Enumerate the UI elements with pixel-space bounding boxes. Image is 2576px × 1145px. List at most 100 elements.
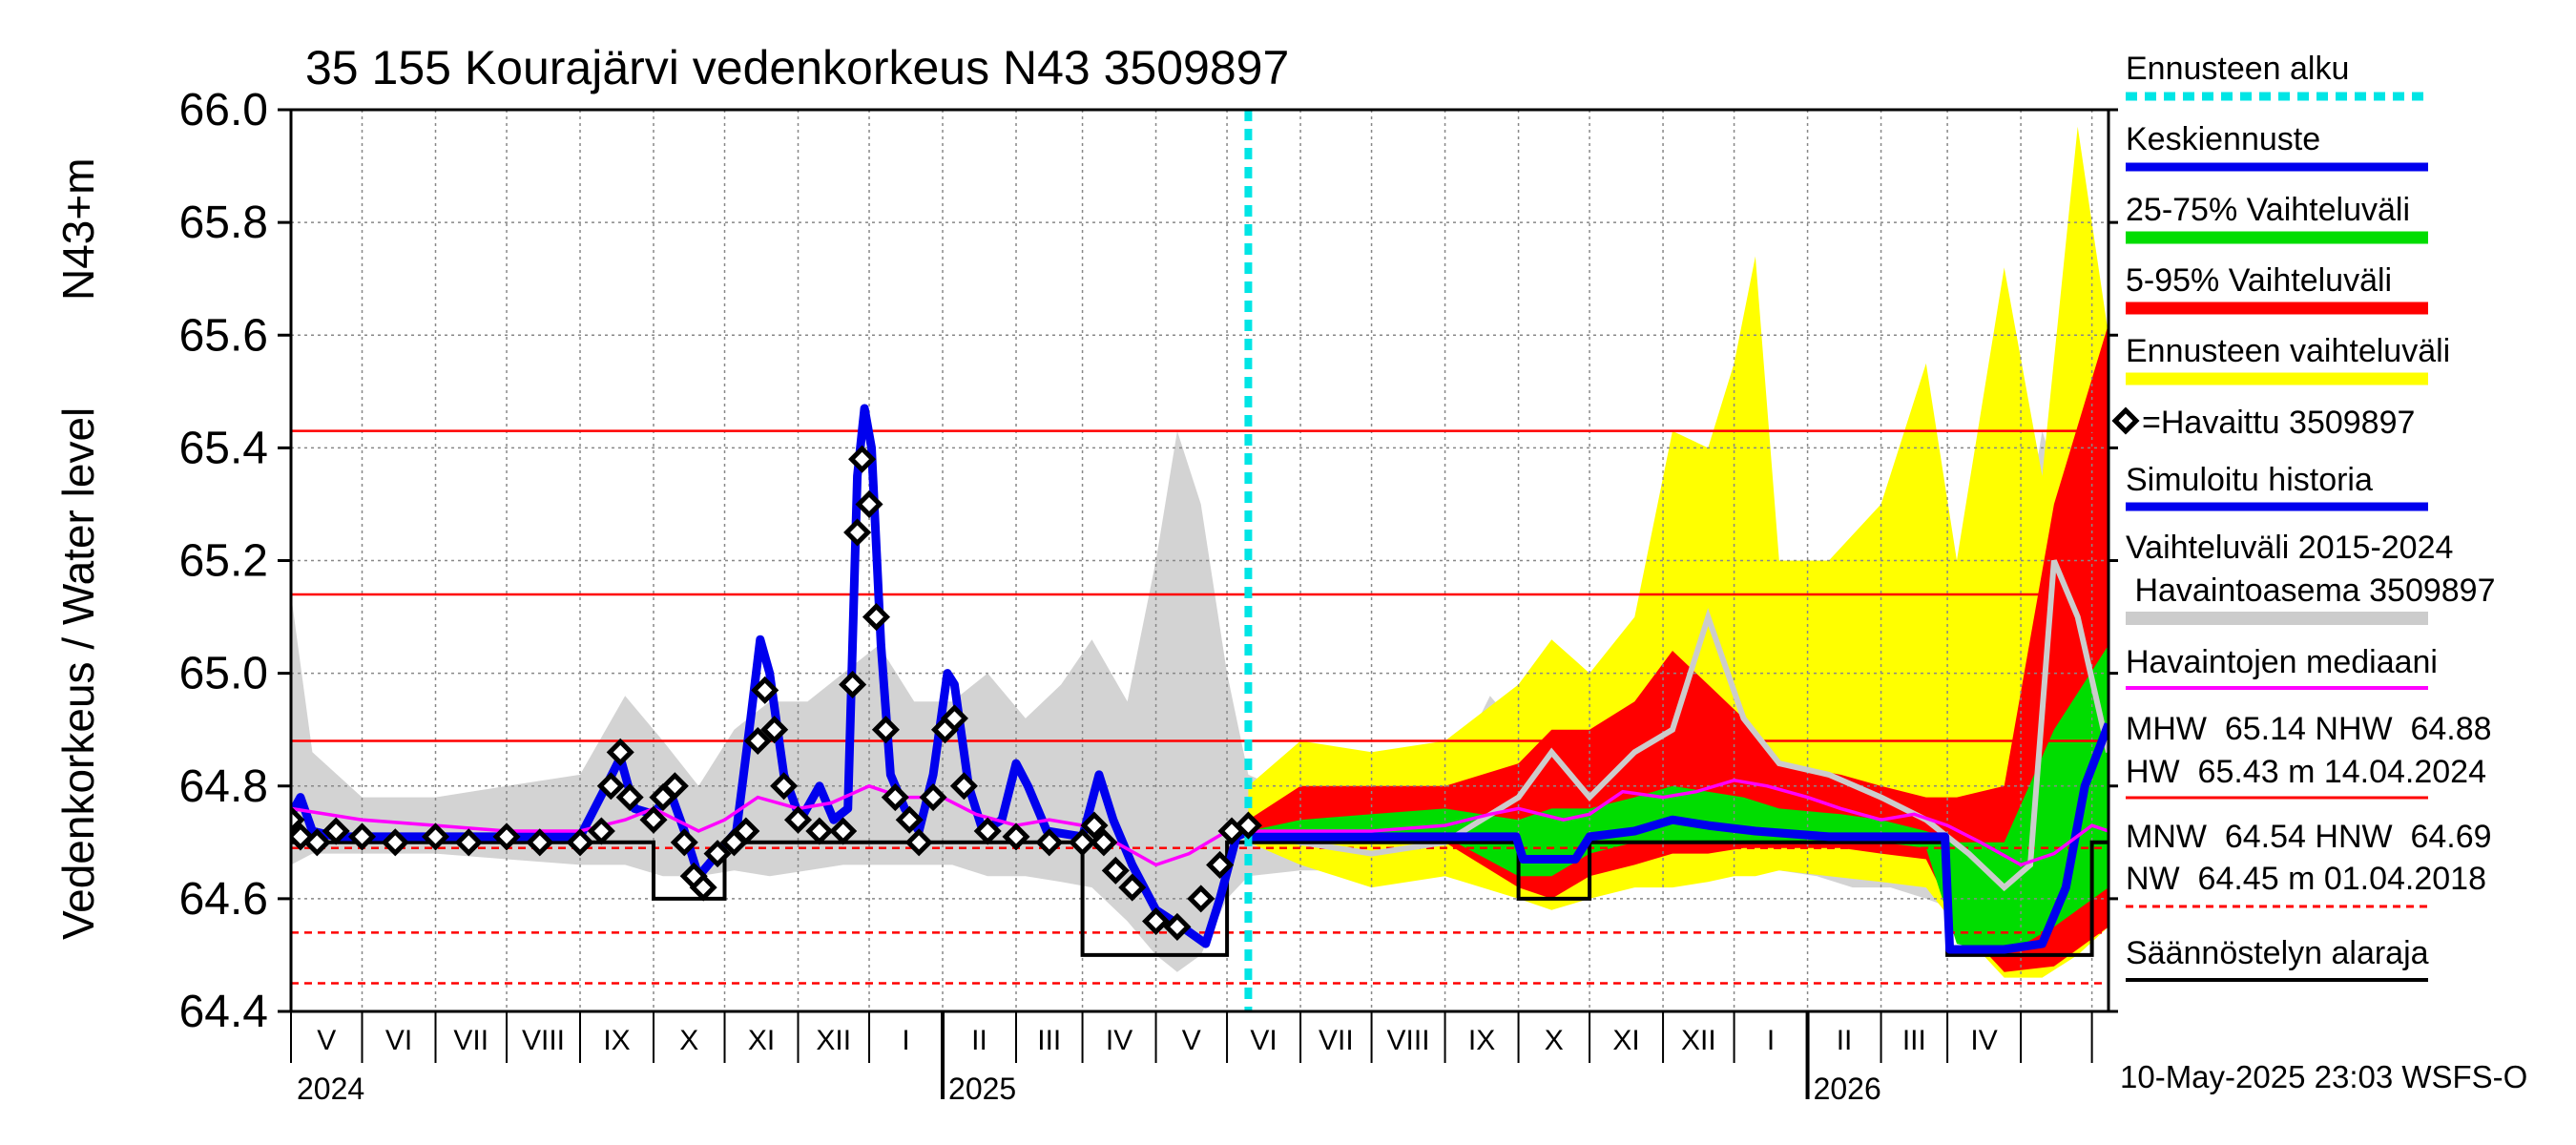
observed-point — [322, 817, 350, 845]
x-tick-label: V — [317, 1025, 336, 1056]
observed-point — [1002, 822, 1030, 851]
y-tick-label: 64.8 — [179, 761, 268, 812]
observed-point — [703, 840, 732, 868]
observed-point — [919, 783, 947, 812]
observed-point — [839, 670, 867, 698]
grid — [291, 110, 2109, 1011]
x-tick-label: XI — [748, 1025, 775, 1056]
observed-point — [302, 828, 331, 857]
x-tick-label: IV — [1106, 1025, 1132, 1056]
legend-label-median-forecast: Keskiennuste — [2126, 121, 2320, 157]
y-tick-label: 64.6 — [179, 874, 268, 925]
legend-label-forecast-start: Ennusteen alku — [2126, 51, 2349, 87]
observed-point — [1101, 856, 1130, 885]
footer-timestamp: 10-May-2025 23:03 WSFS-O — [2120, 1059, 2527, 1094]
observed-point — [862, 603, 891, 632]
y-tick-label: 65.0 — [179, 649, 268, 699]
y-axis-unit-label: N43+m — [53, 157, 103, 301]
x-tick-label: VII — [1319, 1025, 1354, 1056]
legend-label-forecast-range: Ennusteen vaihteluväli — [2126, 333, 2450, 369]
legend-label-observed: =Havaittu 3509897 — [2142, 405, 2415, 441]
observed-point — [291, 805, 305, 834]
stats-hw: HW 65.43 m 14.04.2024 — [2126, 754, 2486, 790]
x-tick-label: IX — [1468, 1025, 1495, 1056]
observed-point — [606, 738, 634, 766]
observed-point — [743, 726, 772, 756]
observed-point — [770, 772, 799, 801]
legend-label-history-station: Havaintoasema 3509897 — [2126, 572, 2496, 609]
observed-point — [895, 805, 924, 834]
observed-markers — [291, 445, 1262, 941]
y-tick-label: 65.2 — [179, 536, 268, 587]
x-tick-label: X — [1545, 1025, 1564, 1056]
observed-point — [615, 783, 644, 812]
x-axis: V VI VII VIII IX X XI XII I II III IV V VI VII VIII IX X X… — [290, 1011, 2093, 1106]
observed-point — [347, 822, 377, 851]
observed-point — [1234, 811, 1262, 840]
x-tick-label: III — [1037, 1025, 1061, 1056]
observed-point — [760, 716, 789, 744]
legend-diamond-icon — [2111, 406, 2140, 435]
observed-point — [381, 828, 409, 857]
y-axis-label: Vedenkorkeus / Water level — [53, 407, 103, 940]
observed-point — [881, 783, 909, 812]
y-tick-label: 66.0 — [179, 85, 268, 135]
observed-point — [848, 445, 877, 473]
observed-point — [843, 518, 872, 547]
x-tick-label: V — [1182, 1025, 1201, 1056]
observed-point — [1206, 850, 1235, 879]
legend-label-regulation: Säännöstelyn alaraja — [2126, 935, 2429, 971]
x-tick-label: III — [1902, 1025, 1926, 1056]
x-year-label: 2024 — [297, 1072, 364, 1106]
x-tick-label: X — [679, 1025, 698, 1056]
regulation-lower-limit-line — [291, 840, 2109, 957]
observed-point — [596, 772, 625, 801]
legend-label-simulated: Simuloitu historia — [2126, 462, 2373, 498]
x-tick-label: XII — [816, 1025, 851, 1056]
observed-point — [492, 822, 521, 851]
observed-point — [670, 828, 698, 857]
legend-label-5-95: 5-95% Vaihteluväli — [2126, 262, 2392, 299]
legend-label-25-75: 25-75% Vaihteluväli — [2126, 192, 2410, 228]
x-tick-label: II — [1837, 1025, 1853, 1056]
x-year-label: 2025 — [948, 1072, 1016, 1106]
median-forecast-line — [1248, 722, 2109, 954]
observed-point — [783, 805, 813, 834]
forecast-25-75-band — [1248, 645, 2109, 955]
observed-point — [855, 489, 883, 518]
observed-point — [526, 828, 554, 857]
x-tick-label: IV — [1970, 1025, 1997, 1056]
observed-point — [660, 772, 689, 801]
observed-point — [805, 817, 834, 845]
x-tick-label: VIII — [1387, 1025, 1430, 1056]
x-tick-label: II — [971, 1025, 987, 1056]
observed-point — [973, 817, 1002, 845]
stats-mnw-hnw: MNW 64.54 HNW 64.69 — [2126, 819, 2492, 855]
y-tick-label: 64.4 — [179, 987, 268, 1037]
forecast-range-band — [1248, 126, 2109, 978]
legend: Ennusteen alku Keskiennuste 25-75% Vaiht… — [2111, 51, 2496, 982]
y-tick-label: 65.6 — [179, 310, 268, 361]
y-tick-label: 65.8 — [179, 198, 268, 248]
observed-point — [587, 817, 615, 845]
x-tick-label: XI — [1612, 1025, 1639, 1056]
observed-point — [732, 817, 760, 845]
observed-point — [421, 822, 450, 851]
x-tick-label: VIII — [522, 1025, 565, 1056]
observed-point — [829, 817, 858, 845]
observed-point — [1187, 885, 1215, 913]
x-year-label: 2026 — [1814, 1072, 1881, 1106]
observed-point — [1069, 828, 1097, 857]
observed-point — [940, 704, 968, 733]
x-tick-label: VII — [453, 1025, 488, 1056]
observed-point — [1118, 873, 1147, 902]
observed-point — [566, 828, 594, 857]
observed-point — [751, 676, 779, 704]
observed-point — [1080, 811, 1109, 840]
forecast-bands — [291, 126, 2109, 978]
x-tick-label: I — [902, 1025, 909, 1056]
stats-nw: NW 64.45 m 01.04.2018 — [2126, 861, 2486, 897]
x-tick-label: VI — [1250, 1025, 1277, 1056]
stats-mhw-nhw: MHW 65.14 NHW 64.88 — [2126, 711, 2492, 747]
reference-lines — [291, 429, 2109, 985]
